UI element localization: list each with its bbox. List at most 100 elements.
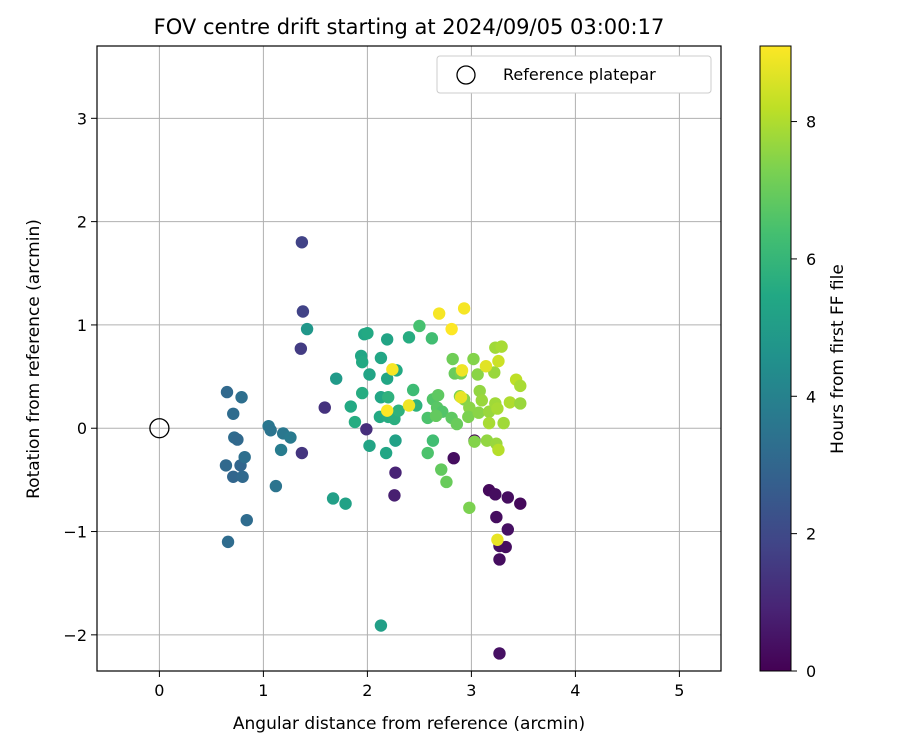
x-tick-label: 2 <box>362 681 372 700</box>
data-point <box>363 439 376 452</box>
data-point <box>450 417 464 431</box>
data-point <box>454 391 468 404</box>
data-point <box>413 319 426 333</box>
reference-platepar-marker <box>149 418 170 439</box>
data-point <box>479 360 493 373</box>
data-point <box>386 363 399 376</box>
data-point <box>284 431 297 444</box>
data-point <box>402 399 416 412</box>
data-point <box>235 391 248 404</box>
data-point <box>497 416 510 430</box>
data-point <box>446 352 459 366</box>
x-tick-label: 1 <box>258 681 268 700</box>
y-tick-label: 2 <box>77 213 87 232</box>
data-point <box>455 364 469 377</box>
axis-ticks: 0 1 2 3 4 5 −2 −1 0 1 2 3 <box>63 109 684 700</box>
data-point <box>402 331 416 344</box>
data-point <box>363 368 376 381</box>
data-point <box>382 391 395 404</box>
y-tick-label: 1 <box>77 316 87 335</box>
data-point <box>501 523 514 536</box>
data-point <box>435 463 448 476</box>
data-point <box>429 409 443 423</box>
colorbar-tick-label: 2 <box>806 525 816 544</box>
data-point <box>490 510 503 524</box>
data-point <box>231 433 244 446</box>
data-point <box>445 322 458 336</box>
data-point <box>238 450 251 464</box>
data-point <box>339 497 352 510</box>
data-point <box>380 372 394 385</box>
data-point <box>457 302 471 315</box>
data-point <box>447 451 460 465</box>
data-point <box>389 434 402 447</box>
data-point <box>463 501 476 514</box>
data-point <box>269 479 283 493</box>
y-tick-label: 0 <box>77 419 87 438</box>
data-point <box>463 401 476 414</box>
data-point <box>514 379 527 393</box>
data-point <box>295 446 309 460</box>
data-point <box>489 488 502 501</box>
colorbar-tick-label: 0 <box>806 662 816 681</box>
data-point <box>392 404 405 417</box>
data-point <box>219 459 233 472</box>
chart-title: FOV centre drift starting at 2024/09/05 … <box>154 15 665 39</box>
data-point <box>227 407 240 420</box>
data-point <box>356 386 369 400</box>
data-point <box>374 351 388 365</box>
data-point <box>491 533 504 547</box>
data-point <box>344 400 357 413</box>
data-point <box>426 434 440 447</box>
y-tick-label: 3 <box>77 109 87 128</box>
data-point <box>264 424 277 437</box>
data-point <box>361 326 374 340</box>
data-point <box>495 340 508 353</box>
data-point <box>493 647 506 660</box>
data-point <box>492 443 505 457</box>
data-point <box>326 492 340 505</box>
data-point <box>440 475 453 489</box>
data-point <box>514 397 527 410</box>
colorbar-tick-label: 4 <box>806 387 816 406</box>
data-point <box>295 236 309 249</box>
grid <box>97 46 721 671</box>
data-point <box>360 423 373 436</box>
data-point <box>491 402 504 415</box>
data-point <box>468 435 481 448</box>
colorbar-label: Hours from first FF file <box>828 264 848 454</box>
data-point <box>514 497 527 510</box>
data-point <box>388 489 401 502</box>
data-point <box>236 470 249 483</box>
colorbar-gradient <box>759 45 792 672</box>
data-point <box>501 491 514 504</box>
data-point <box>380 404 394 417</box>
data-point <box>380 333 394 346</box>
data-point <box>480 434 494 447</box>
data-point <box>406 383 420 397</box>
data-point <box>356 355 369 369</box>
data-point <box>471 368 484 381</box>
colorbar-ticks: 0 2 4 6 8 <box>791 113 816 681</box>
data-point <box>379 446 393 460</box>
data-point <box>221 535 235 549</box>
data-point <box>300 322 314 336</box>
x-axis-label: Angular distance from reference (arcmin) <box>233 714 585 734</box>
data-point <box>499 540 512 554</box>
data-point <box>462 410 475 424</box>
data-point <box>431 388 445 402</box>
x-tick-label: 5 <box>674 681 684 700</box>
data-point <box>240 513 253 527</box>
data-point <box>330 372 343 385</box>
data-point <box>274 443 288 457</box>
legend-box <box>436 55 712 94</box>
data-point <box>472 406 485 419</box>
x-tick-label: 4 <box>570 681 580 700</box>
y-tick-label: −1 <box>63 523 87 542</box>
data-point <box>425 332 439 345</box>
data-point <box>296 305 310 318</box>
data-point <box>374 619 388 632</box>
legend: Reference platepar <box>436 55 712 94</box>
data-point <box>492 354 505 368</box>
colorbar-tick-label: 8 <box>806 113 816 132</box>
